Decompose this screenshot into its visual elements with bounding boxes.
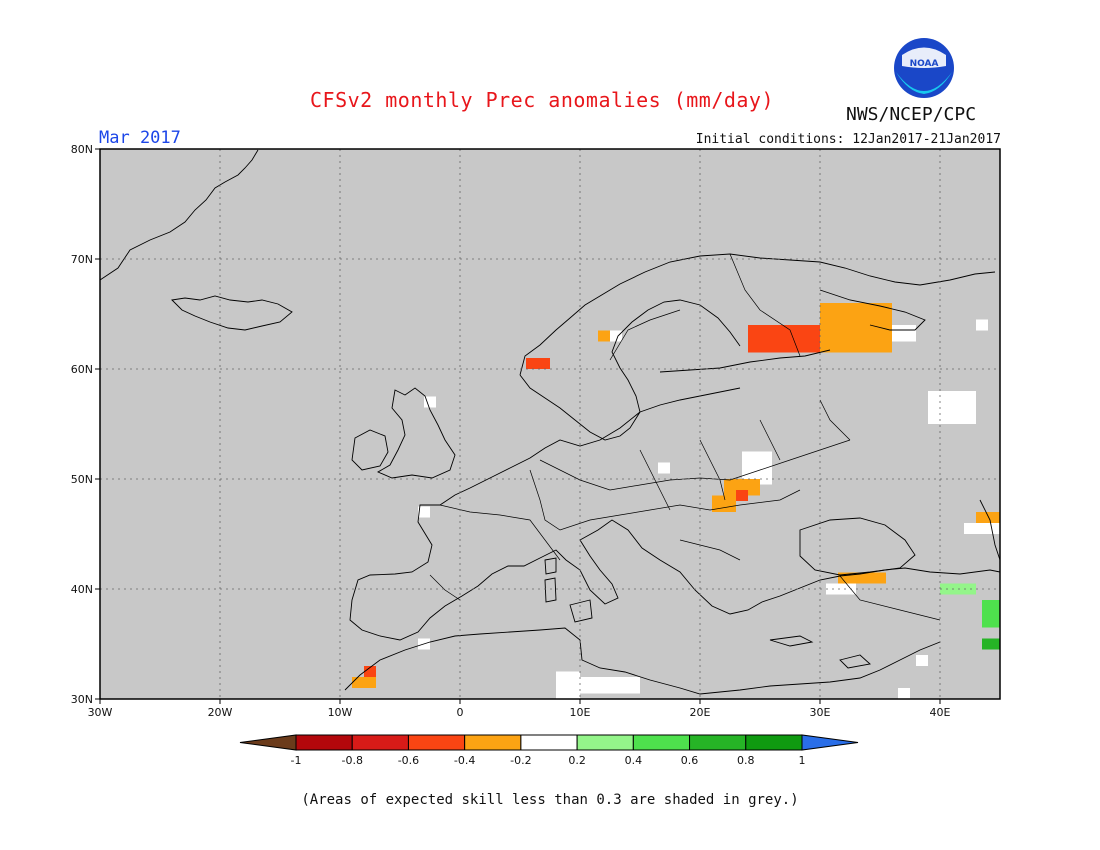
colorbar-label: -0.6: [398, 754, 419, 767]
colorbar-segment: [295, 734, 353, 751]
noaa-logo: NOAA: [894, 38, 954, 98]
anomaly-patch-4: [724, 479, 760, 496]
colorbar-label: -1: [291, 754, 302, 767]
colorbar-low-arrow: [239, 734, 297, 751]
colorbar-segment: [689, 734, 747, 751]
lat-tick-label: 40N: [71, 583, 93, 596]
white-patch-13: [916, 655, 928, 666]
graticule: [100, 149, 1000, 699]
colorbar-label: 0.2: [568, 754, 586, 767]
lat-tick-label: 50N: [71, 473, 93, 486]
colorbar-label: 0.4: [625, 754, 643, 767]
white-patch-0: [928, 391, 976, 424]
colorbar-label: -0.2: [510, 754, 531, 767]
colorbar-high-arrow: [801, 734, 859, 751]
map-frame: [99, 148, 1001, 700]
noaa-logo-text: NOAA: [910, 59, 939, 69]
colorbar: -1 -0.8 -0.6 -0.4 -0.2 0.2 0.4 0.6 0.8 1: [239, 734, 859, 767]
anomaly-patch-2: [526, 358, 550, 369]
anomaly-patch-7: [838, 572, 886, 584]
map-background: [100, 149, 1000, 699]
colorbar-segment: [745, 734, 803, 751]
colorbar-label: -0.8: [341, 754, 362, 767]
map-title: CFSv2 monthly Prec anomalies (mm/day): [310, 88, 775, 112]
anomaly-patch-10: [976, 512, 1000, 523]
anomaly-patch-12: [982, 600, 1000, 628]
white-patch-3: [580, 677, 640, 694]
colorbar-segment: [407, 734, 466, 751]
colorbar-segment: [632, 734, 691, 751]
axis-labels: 30W 20W 10W 0 10E 20E 30E 40E 30N 40N 50N 60N 70N 80N: [71, 143, 951, 719]
anomaly-patch-5: [712, 495, 736, 512]
coastlines: [99, 149, 1001, 695]
white-patch-5: [976, 319, 988, 331]
white-patch-10: [418, 506, 430, 518]
lat-tick-label: 30N: [71, 693, 93, 706]
anomaly-patch-13: [982, 638, 1000, 650]
country-borders: [429, 253, 941, 621]
lon-tick-label: 30E: [810, 706, 831, 719]
forecast-period: Mar 2017: [99, 128, 181, 148]
colorbar-segment: [351, 734, 409, 751]
white-patch-8: [424, 396, 436, 408]
lon-tick-label: 10E: [570, 706, 591, 719]
anomaly-shading: [352, 303, 1000, 705]
initial-conditions: Initial conditions: 12Jan2017-21Jan2017: [695, 132, 1001, 147]
footnote: (Areas of expected skill less than 0.3 a…: [301, 792, 799, 808]
lon-tick-label: 10W: [328, 706, 353, 719]
lon-tick-label: 0: [457, 706, 464, 719]
lon-tick-label: 20E: [690, 706, 711, 719]
colorbar-label: 0.6: [681, 754, 699, 767]
anomaly-patch-9: [364, 666, 376, 677]
lon-tick-label: 30W: [88, 706, 113, 719]
colorbar-label: 1: [799, 754, 806, 767]
colorbar-label: -0.4: [454, 754, 475, 767]
colorbar-segment: [464, 734, 522, 751]
colorbar-label: 0.8: [737, 754, 755, 767]
lon-tick-label: 20W: [208, 706, 233, 719]
anomaly-patch-6: [736, 490, 748, 501]
white-patch-4: [886, 325, 916, 342]
lon-tick-label: 40E: [930, 706, 951, 719]
lat-tick-label: 70N: [71, 253, 93, 266]
anomaly-patch-0: [748, 325, 820, 353]
white-patch-7: [826, 583, 856, 595]
anomaly-patch-3: [598, 330, 610, 342]
colorbar-segment: [576, 734, 634, 751]
white-patch-9: [658, 462, 670, 474]
lat-tick-label: 60N: [71, 363, 93, 376]
lat-tick-label: 80N: [71, 143, 93, 156]
white-patch-14: [610, 330, 622, 342]
agency-label: NWS/NCEP/CPC: [846, 104, 977, 125]
white-patch-12: [898, 688, 910, 699]
anomaly-patch-8: [352, 677, 376, 688]
white-patch-6: [964, 523, 1000, 534]
colorbar-segment: [520, 734, 578, 751]
